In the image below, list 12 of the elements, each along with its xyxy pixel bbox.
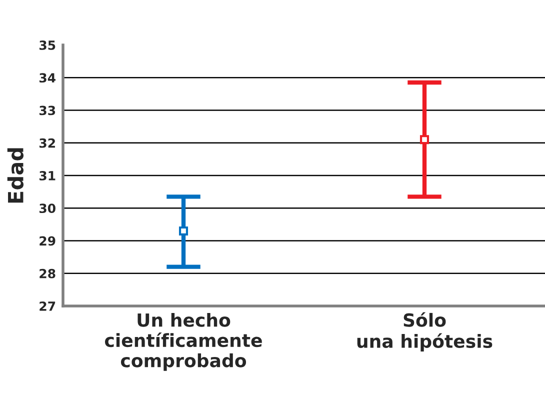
y-axis-title: Edad — [7, 148, 24, 203]
x-tick-label: Sólo una hipótesis — [357, 312, 492, 352]
y-tick-label: 34 — [39, 73, 56, 83]
y-tick-label: 28 — [40, 268, 56, 278]
y-tick-label: 30 — [39, 204, 56, 214]
y-tick-label: 33 — [39, 106, 56, 116]
y-tick-label: 31 — [39, 170, 56, 180]
y-tick-label: 32 — [39, 138, 55, 148]
y-tick-label: 29 — [40, 236, 56, 246]
x-tick-label: Un hecho científicamente comprobado — [105, 312, 262, 371]
y-tick-label: 27 — [40, 301, 56, 311]
y-tick-label: 35 — [39, 40, 56, 50]
